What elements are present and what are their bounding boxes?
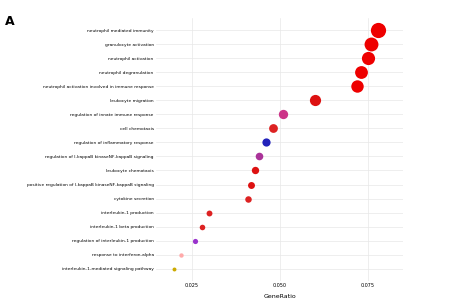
Point (255, 154, 262, 159)
Point (367, 42, 375, 47)
X-axis label: GeneRatio: GeneRatio (263, 294, 296, 299)
Point (311, 98, 319, 103)
Point (364, 56, 372, 61)
Point (279, 112, 287, 117)
Text: A: A (5, 15, 14, 28)
Point (199, 224, 206, 229)
Point (262, 140, 269, 145)
Point (170, 266, 178, 271)
Point (205, 210, 213, 215)
Point (374, 28, 382, 33)
Point (269, 126, 276, 131)
Point (177, 252, 185, 257)
Point (251, 168, 259, 173)
Point (248, 182, 255, 187)
Point (244, 196, 252, 201)
Point (191, 238, 199, 243)
Point (353, 84, 361, 89)
Point (357, 70, 365, 75)
